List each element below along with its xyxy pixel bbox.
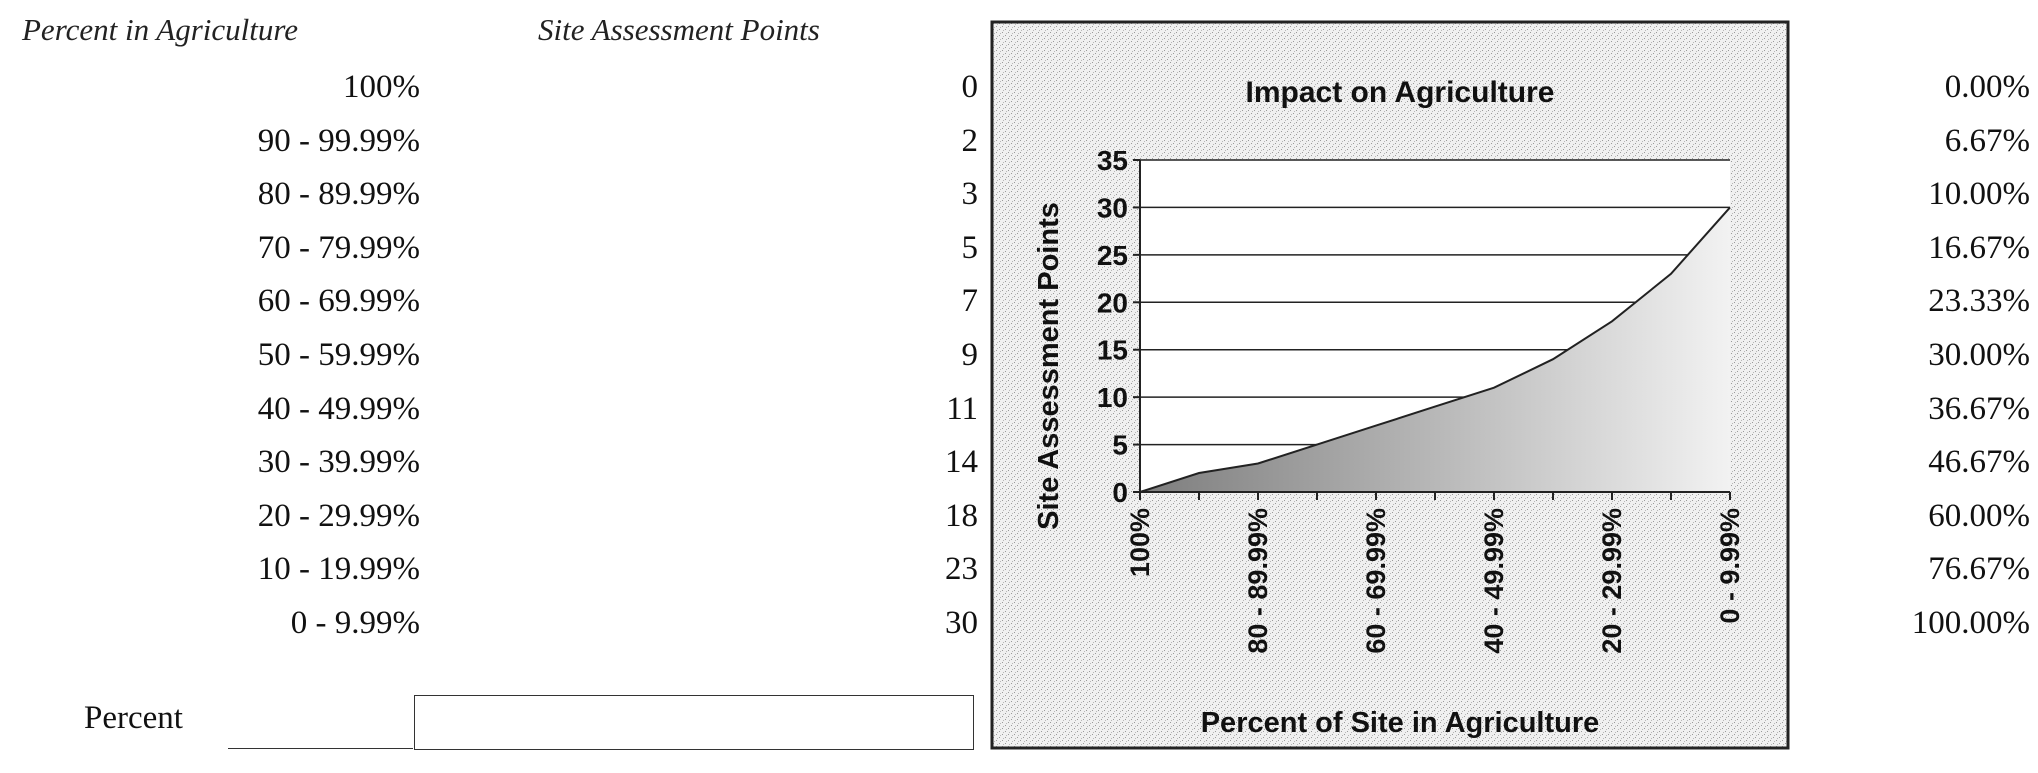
y-tick-label: 20 xyxy=(1097,287,1128,318)
points-column: 0 2 3 5 7 9 11 14 18 23 30 xyxy=(900,61,978,651)
percent-cell: 0.00% xyxy=(1944,69,2030,105)
chart-title: Impact on Agriculture xyxy=(1246,76,1555,109)
range-cell: 40 - 49.99% xyxy=(257,390,420,427)
impact-chart: Impact on Agriculture 0 5 10 15 20 25 30 35 100… xyxy=(990,20,1790,750)
points-cell: 7 xyxy=(961,283,979,320)
x-tick-label: 100% xyxy=(1125,508,1155,577)
range-cell: 30 - 39.99% xyxy=(257,444,420,481)
range-cell: 80 - 89.99% xyxy=(257,176,420,213)
percent-cell: 16.67% xyxy=(1928,229,2030,266)
range-cell: 50 - 59.99% xyxy=(257,336,420,373)
x-tick-label: 40 - 49.99% xyxy=(1479,508,1509,654)
points-cell: 0 xyxy=(961,69,979,105)
points-cell: 11 xyxy=(946,390,978,427)
percent-cell: 76.67% xyxy=(1928,551,2030,588)
points-cell: 23 xyxy=(945,551,978,588)
y-tick-label: 0 xyxy=(1112,477,1128,508)
percent-in-agriculture-header: Percent in Agriculture xyxy=(22,12,299,47)
points-cell: 5 xyxy=(961,229,979,266)
percent-cell: 10.00% xyxy=(1928,176,2030,213)
y-axis-ticks: 0 5 10 15 20 25 30 35 xyxy=(1097,145,1140,508)
chart-svg: Impact on Agriculture 0 5 10 15 20 25 30 35 100… xyxy=(990,20,1790,750)
points-cell: 3 xyxy=(961,176,979,213)
x-axis-label: Percent of Site in Agriculture xyxy=(1201,707,1600,739)
y-tick-label: 30 xyxy=(1097,192,1128,223)
series-line xyxy=(1139,206,1731,493)
y-tick-label: 5 xyxy=(1112,430,1128,461)
y-axis-label: Site Assessment Points xyxy=(1033,202,1065,530)
x-axis-ticks: 100% 80 - 89.99% 60 - 69.99% 40 - 49.99% 20 … xyxy=(1125,492,1745,654)
points-cell: 9 xyxy=(961,336,979,373)
y-tick-label: 15 xyxy=(1097,335,1128,366)
points-cell: 30 xyxy=(945,604,978,641)
percent-input[interactable] xyxy=(414,695,974,750)
area-fill xyxy=(1140,207,1730,492)
range-cell: 90 - 99.99% xyxy=(257,122,420,159)
points-cell: 18 xyxy=(945,497,978,534)
range-cell: 60 - 69.99% xyxy=(257,283,420,320)
range-cell: 20 - 29.99% xyxy=(257,497,420,534)
range-column: 100% 90 - 99.99% 80 - 89.99% 70 - 79.99% 60 … xyxy=(20,61,420,651)
x-tick-label: 60 - 69.99% xyxy=(1361,508,1391,654)
percent-cell: 46.67% xyxy=(1928,444,2030,481)
points-cell: 2 xyxy=(961,122,979,159)
percent-underline xyxy=(228,748,413,749)
range-cell: 10 - 19.99% xyxy=(257,551,420,588)
range-cell: 100% xyxy=(343,69,420,105)
range-cell: 0 - 9.99% xyxy=(290,604,420,641)
site-assessment-points-header: Site Assessment Points xyxy=(538,12,820,47)
x-tick-label: 0 - 9.99% xyxy=(1715,508,1745,624)
y-tick-label: 25 xyxy=(1097,240,1128,271)
range-cell: 70 - 79.99% xyxy=(257,229,420,266)
percent-cell: 30.00% xyxy=(1928,336,2030,373)
points-cell: 14 xyxy=(945,444,978,481)
percent-label: Percent xyxy=(84,700,183,736)
x-tick-label: 20 - 29.99% xyxy=(1597,508,1627,654)
percent-cell: 100.00% xyxy=(1911,604,2030,641)
percent-cell: 23.33% xyxy=(1928,283,2030,320)
x-tick-label: 80 - 89.99% xyxy=(1243,508,1273,654)
percent-column: 0.00% 6.67% 10.00% 16.67% 23.33% 30.00% 36.67%… xyxy=(1840,61,2030,651)
percent-cell: 6.67% xyxy=(1944,122,2030,159)
y-tick-label: 10 xyxy=(1097,382,1128,413)
y-tick-label: 35 xyxy=(1097,145,1128,176)
percent-cell: 36.67% xyxy=(1928,390,2030,427)
percent-cell: 60.00% xyxy=(1928,497,2030,534)
